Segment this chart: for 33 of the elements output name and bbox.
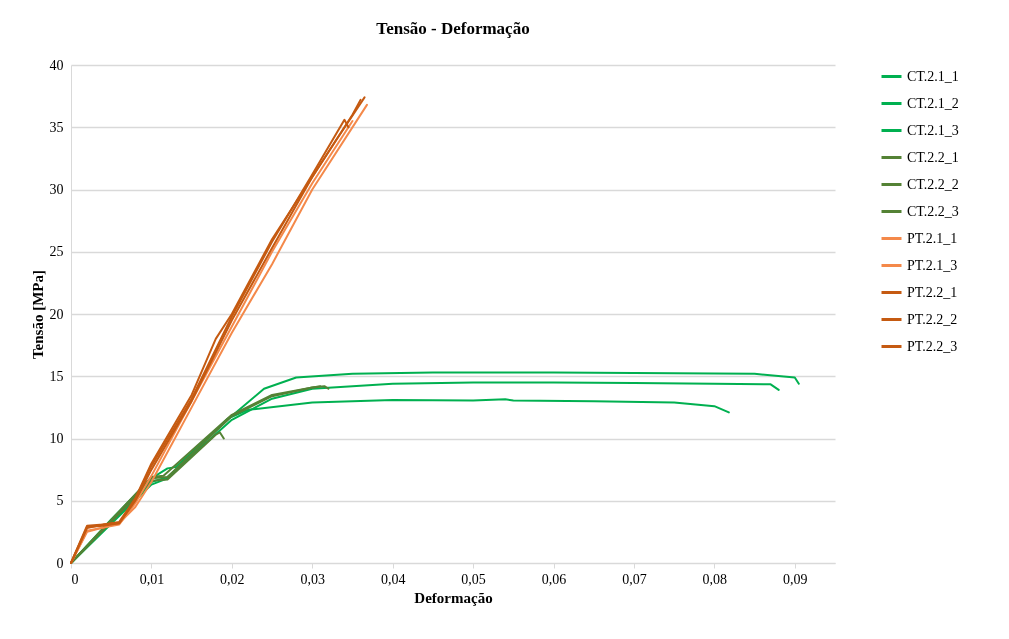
legend-label: PT.2.2_1 (907, 284, 958, 300)
y-tick-label: 40 (49, 57, 64, 73)
x-tick-label: 0,09 (783, 571, 808, 587)
chart-title: Tensão - Deformação (376, 19, 530, 38)
legend-label: CT.2.1_1 (907, 68, 959, 84)
legend-label: PT.2.1_3 (907, 257, 958, 273)
x-tick-label: 0,05 (461, 571, 486, 587)
legend-label: CT.2.2_1 (907, 149, 959, 165)
y-tick-label: 25 (49, 244, 64, 260)
legend-label: CT.2.1_2 (907, 95, 959, 111)
legend-label: CT.2.2_2 (907, 176, 959, 192)
x-tick-label: 0,08 (702, 571, 728, 587)
legend-label: CT.2.2_3 (907, 203, 959, 219)
y-axis-title: Tensão [MPa] (29, 269, 46, 360)
y-tick-label: 35 (49, 119, 64, 135)
x-tick-label: 0,01 (139, 571, 165, 587)
y-tick-label: 15 (49, 368, 64, 384)
legend-label: PT.2.2_2 (907, 311, 958, 327)
x-tick-label: 0,04 (380, 571, 406, 587)
y-tick-label: 20 (49, 306, 64, 322)
y-tick-label: 30 (49, 182, 64, 197)
x-tick-label: 0,06 (541, 571, 567, 587)
y-tick-label: 5 (56, 493, 64, 509)
x-axis-title: Deformação (414, 589, 493, 606)
y-tick-label: 10 (49, 431, 64, 446)
legend-label: PT.2.2_3 (907, 338, 958, 354)
x-tick-label: 0,07 (622, 571, 647, 587)
x-tick-label: 0 (71, 571, 79, 587)
legend-label: CT.2.1_3 (907, 122, 959, 138)
x-tick-label: 0,02 (220, 571, 245, 587)
y-tick-label: 0 (56, 555, 64, 571)
legend-label: PT.2.1_1 (907, 230, 958, 246)
x-tick-label: 0,03 (300, 571, 326, 587)
